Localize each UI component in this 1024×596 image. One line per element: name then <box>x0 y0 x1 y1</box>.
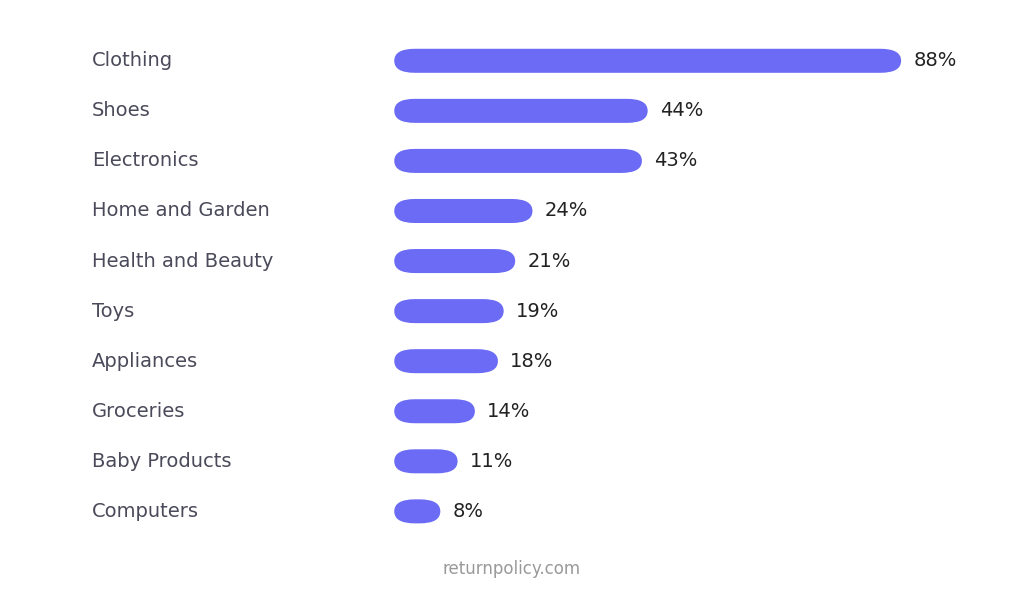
Text: 44%: 44% <box>660 101 703 120</box>
Text: 43%: 43% <box>654 151 697 170</box>
Text: Appliances: Appliances <box>92 352 199 371</box>
Text: 14%: 14% <box>487 402 530 421</box>
Text: Baby Products: Baby Products <box>92 452 231 471</box>
Text: 8%: 8% <box>453 502 483 521</box>
Text: Clothing: Clothing <box>92 51 173 70</box>
Text: Groceries: Groceries <box>92 402 185 421</box>
Text: Health and Beauty: Health and Beauty <box>92 252 273 271</box>
Text: 88%: 88% <box>913 51 956 70</box>
Text: 19%: 19% <box>516 302 559 321</box>
Text: 21%: 21% <box>527 252 570 271</box>
Text: returnpolicy.com: returnpolicy.com <box>443 560 581 578</box>
Text: 24%: 24% <box>545 201 588 221</box>
Text: 18%: 18% <box>510 352 554 371</box>
Text: Shoes: Shoes <box>92 101 151 120</box>
Text: Toys: Toys <box>92 302 134 321</box>
Text: 11%: 11% <box>470 452 513 471</box>
Text: Home and Garden: Home and Garden <box>92 201 270 221</box>
Text: Electronics: Electronics <box>92 151 199 170</box>
Text: Computers: Computers <box>92 502 199 521</box>
